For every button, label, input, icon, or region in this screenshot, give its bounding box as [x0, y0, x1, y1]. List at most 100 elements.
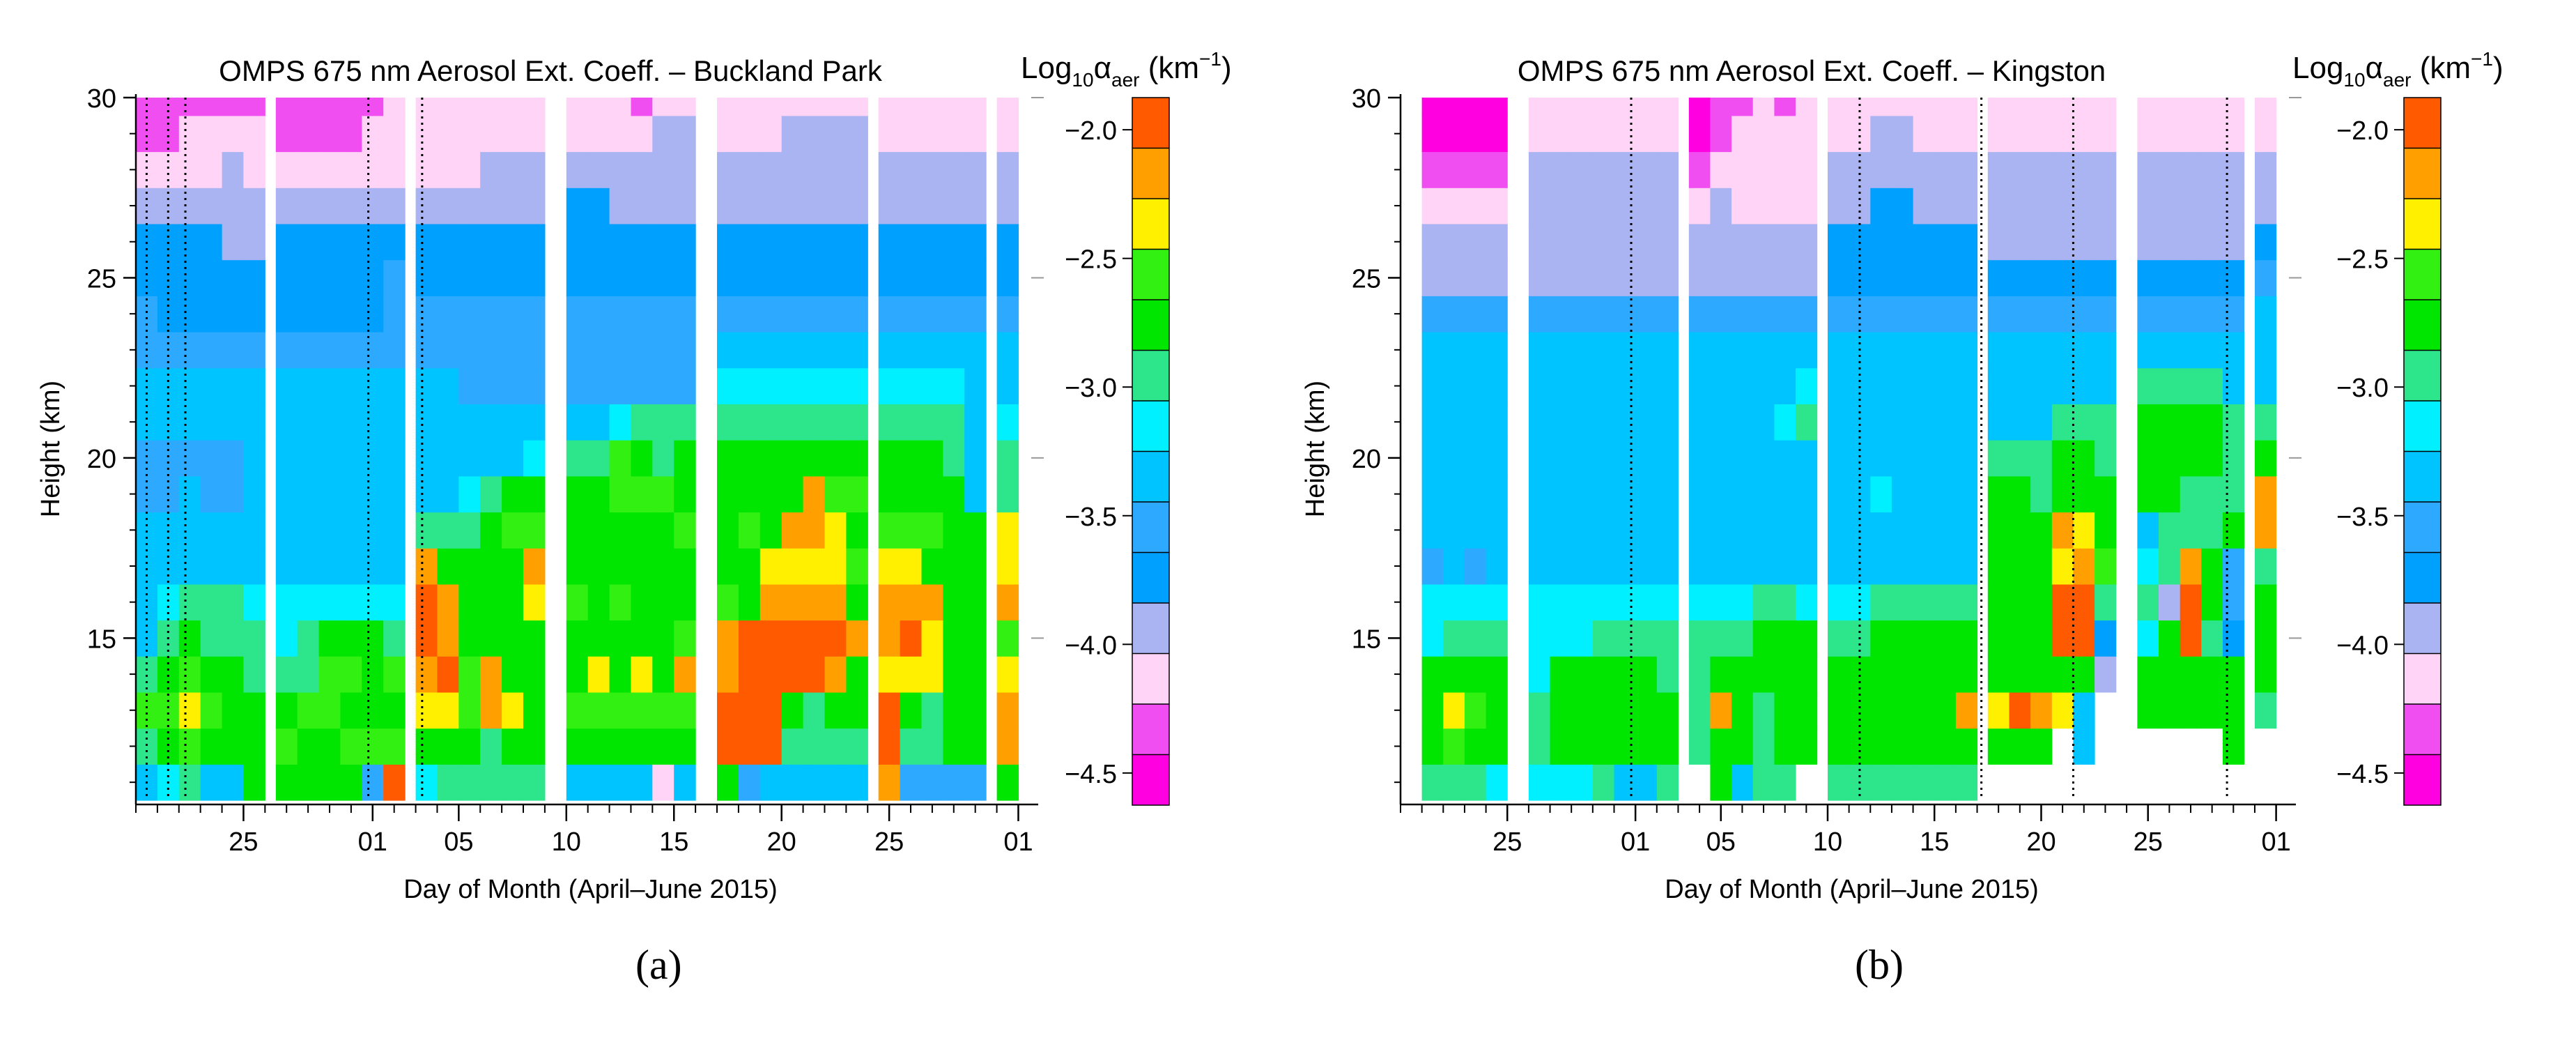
heatmap-cell [275, 548, 298, 585]
heatmap-cell [340, 548, 362, 585]
heatmap-cell [502, 620, 524, 657]
heatmap-cell [652, 475, 674, 513]
heatmap-cell [1710, 512, 1732, 549]
heatmap-cell [2051, 548, 2074, 585]
heatmap-cell [1614, 548, 1636, 585]
heatmap-cell [2223, 115, 2245, 153]
heatmap-cell [2137, 223, 2159, 261]
heatmap-cell [2009, 259, 2031, 296]
heatmap-cell [964, 367, 987, 404]
heatmap-cell [318, 259, 341, 296]
heatmap-cell [502, 692, 524, 729]
heatmap-cell [458, 692, 481, 729]
heatmap-cell [222, 332, 245, 369]
heatmap-cell [652, 188, 674, 224]
heatmap-cell [1934, 259, 1957, 296]
heatmap-cell [1550, 296, 1572, 333]
heatmap-cell [200, 404, 223, 441]
heatmap-cell [1955, 764, 1978, 801]
heatmap-cell [275, 404, 298, 441]
heatmap-cell [480, 728, 502, 765]
heatmap-cell [318, 764, 341, 801]
heatmap-cell [502, 367, 524, 404]
x-tick-label: 25 [874, 827, 904, 857]
colorbar-segment [2404, 603, 2441, 654]
heatmap-cell [878, 728, 901, 765]
heatmap-cell [1774, 151, 1796, 188]
heatmap-cell [318, 223, 341, 261]
heatmap-cell [803, 115, 826, 153]
colorbar-segment [2404, 704, 2441, 755]
heatmap-cell [1592, 548, 1614, 585]
heatmap-cell [2223, 512, 2245, 549]
heatmap-cell [523, 656, 546, 693]
heatmap-cell [824, 764, 847, 801]
colorbar-title-part: α [2366, 51, 2383, 85]
heatmap-cell [2137, 475, 2159, 513]
colorbar-tick-label: −4.0 [2336, 631, 2389, 660]
heatmap-cell [1891, 692, 1914, 729]
heatmap-cell [2095, 656, 2117, 693]
heatmap-cell [1421, 259, 1444, 296]
heatmap-cell [1443, 404, 1465, 441]
heatmap-cell [480, 440, 502, 477]
heatmap-cell [631, 728, 653, 765]
heatmap-cell [1732, 512, 1754, 549]
heatmap-cell [964, 98, 987, 116]
heatmap-cell [781, 367, 804, 404]
heatmap-cell [136, 583, 158, 621]
heatmap-cell [631, 115, 653, 153]
colorbar-tick-label: −2.5 [1065, 245, 1117, 275]
colorbar-title: Log10αaer (km−1) [1021, 48, 1232, 91]
heatmap-cell [943, 764, 965, 801]
heatmap-cell [502, 583, 524, 621]
heatmap-cell [458, 548, 481, 585]
heatmap-cell [1421, 332, 1444, 369]
heatmap-cell [717, 512, 739, 549]
heatmap-cell [609, 115, 632, 153]
heatmap-cell [1710, 188, 1732, 224]
heatmap-cell [566, 367, 589, 404]
heatmap-cell [1443, 296, 1465, 333]
heatmap-cell [587, 332, 610, 369]
heatmap-cell [803, 728, 826, 765]
heatmap-cell [1614, 728, 1636, 765]
heatmap-cell [803, 764, 826, 801]
heatmap-cell [1571, 115, 1594, 153]
heatmap-cell [1550, 404, 1572, 441]
heatmap-cell [717, 583, 739, 621]
heatmap-cell [1752, 223, 1775, 261]
x-tick-label: 25 [2134, 827, 2163, 857]
heatmap-cell [362, 188, 384, 224]
heatmap-cell [1732, 764, 1754, 801]
heatmap-cell [383, 440, 406, 477]
heatmap-cell [652, 332, 674, 369]
heatmap-cell [243, 404, 265, 441]
y-axis-title: Height (km) [1301, 381, 1330, 517]
heatmap-cell [2180, 548, 2202, 585]
heatmap-cell [1592, 764, 1614, 801]
heatmap-cell [2009, 151, 2031, 188]
heatmap-cell [1870, 223, 1892, 261]
heatmap-cell [738, 512, 761, 549]
heatmap-cell [2095, 259, 2117, 296]
heatmap-cell [921, 115, 943, 153]
heatmap-cell [674, 764, 696, 801]
heatmap-cell [738, 115, 761, 153]
chart-title: OMPS 675 nm Aerosol Ext. Coeff. – Buckla… [219, 54, 883, 87]
heatmap-cell [480, 475, 502, 513]
heatmap-cell [566, 440, 589, 477]
heatmap-cell [878, 404, 901, 441]
heatmap-cell [631, 656, 653, 693]
heatmap-cell [2051, 512, 2074, 549]
heatmap-cell [759, 223, 782, 261]
heatmap-cell [1688, 692, 1711, 729]
heatmap-cell [415, 512, 438, 549]
heatmap-cell [2180, 512, 2202, 549]
heatmap-cell [275, 332, 298, 369]
colorbar-title-part: Log [2292, 51, 2343, 85]
heatmap-cell [275, 296, 298, 333]
heatmap-cell [2073, 223, 2095, 261]
heatmap-cell [1550, 223, 1572, 261]
heatmap-cell [362, 475, 384, 513]
